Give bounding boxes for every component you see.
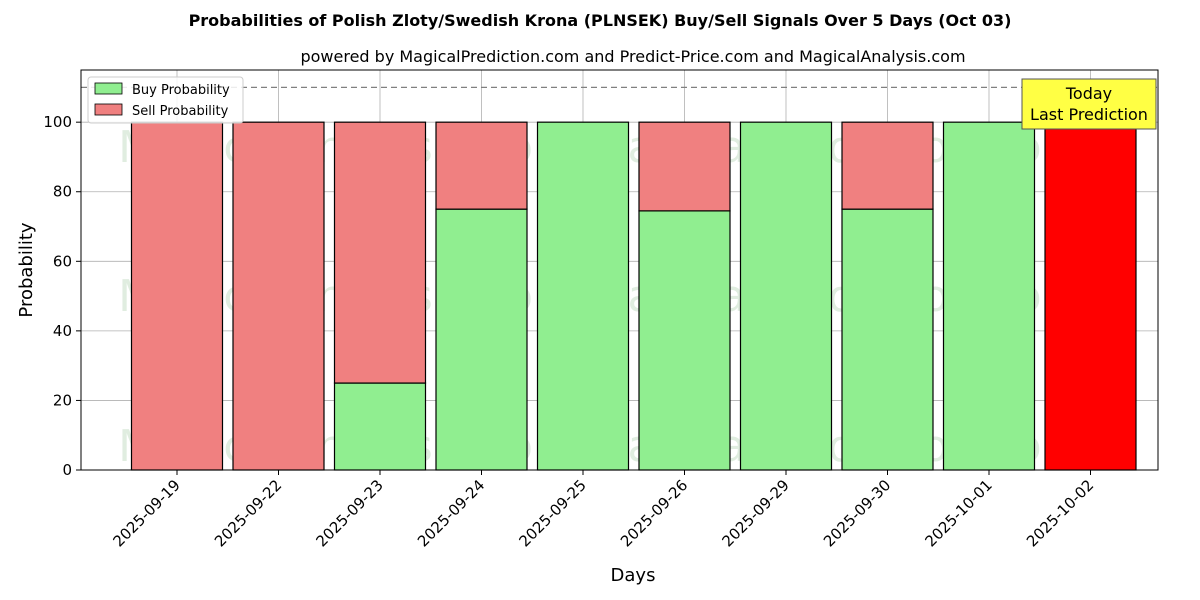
bar-sell bbox=[232, 121, 325, 471]
bar-buy bbox=[638, 210, 731, 471]
y-tick-label: 0 bbox=[62, 461, 72, 479]
legend-box bbox=[87, 76, 244, 124]
x-tick-label: 2025-09-26 bbox=[617, 476, 691, 550]
legend-swatch-sell bbox=[94, 103, 123, 116]
bar-sell bbox=[435, 121, 528, 210]
y-tick-label: 80 bbox=[53, 183, 72, 201]
bar-sell bbox=[841, 121, 934, 210]
x-axis: 2025-09-19 2025-09-22 2025-09-23 2025-09-24… bbox=[109, 470, 1097, 550]
plot-frame bbox=[80, 69, 1159, 471]
y-tick-label: 100 bbox=[43, 113, 72, 131]
bar-buy bbox=[739, 121, 833, 471]
x-tick-label: 2025-09-25 bbox=[515, 476, 589, 550]
annotation-box bbox=[1021, 78, 1157, 130]
chart-subtitle: powered by MagicalPrediction.com and Pre… bbox=[300, 47, 965, 66]
x-tick-label: 2025-10-02 bbox=[1023, 476, 1097, 550]
y-tick-label: 40 bbox=[53, 322, 72, 340]
legend-label-buy: Buy Probability bbox=[132, 83, 230, 98]
x-tick-label: 2025-09-24 bbox=[414, 476, 488, 550]
today-annotation: Today Last Prediction bbox=[1021, 78, 1157, 130]
annotation-line-1: Today bbox=[1065, 84, 1112, 103]
x-tick-label: 2025-10-01 bbox=[921, 476, 995, 550]
bar-buy bbox=[435, 208, 528, 471]
chart-title: Probabilities of Polish Zloty/Swedish Kr… bbox=[189, 11, 1012, 30]
bar-buy bbox=[841, 208, 934, 471]
x-tick-label: 2025-09-23 bbox=[312, 476, 386, 550]
bar-sell-highlight bbox=[1044, 121, 1137, 471]
y-axis: 0 20 40 60 80 100 bbox=[43, 113, 81, 479]
x-tick-label: 2025-09-19 bbox=[109, 476, 183, 550]
bar-buy bbox=[942, 121, 1036, 471]
bar-buy bbox=[333, 382, 427, 471]
x-tick-label: 2025-09-22 bbox=[211, 476, 285, 550]
legend-swatch-buy bbox=[94, 82, 123, 95]
bars-layer bbox=[130, 121, 1137, 471]
annotation-line-2: Last Prediction bbox=[1030, 105, 1148, 124]
legend: Buy Probability Sell Probability bbox=[87, 76, 244, 124]
x-tick-label: 2025-09-30 bbox=[820, 476, 894, 550]
y-axis-label: Probability bbox=[16, 222, 37, 317]
y-tick-label: 60 bbox=[53, 252, 72, 270]
bar-buy bbox=[536, 121, 630, 471]
legend-label-sell: Sell Probability bbox=[132, 104, 229, 119]
x-tick-label: 2025-09-29 bbox=[718, 476, 792, 550]
bar-sell bbox=[130, 121, 224, 471]
x-axis-label: Days bbox=[611, 565, 656, 586]
bar-sell bbox=[333, 121, 427, 384]
bar-sell bbox=[638, 121, 731, 212]
y-tick-label: 20 bbox=[53, 391, 72, 409]
